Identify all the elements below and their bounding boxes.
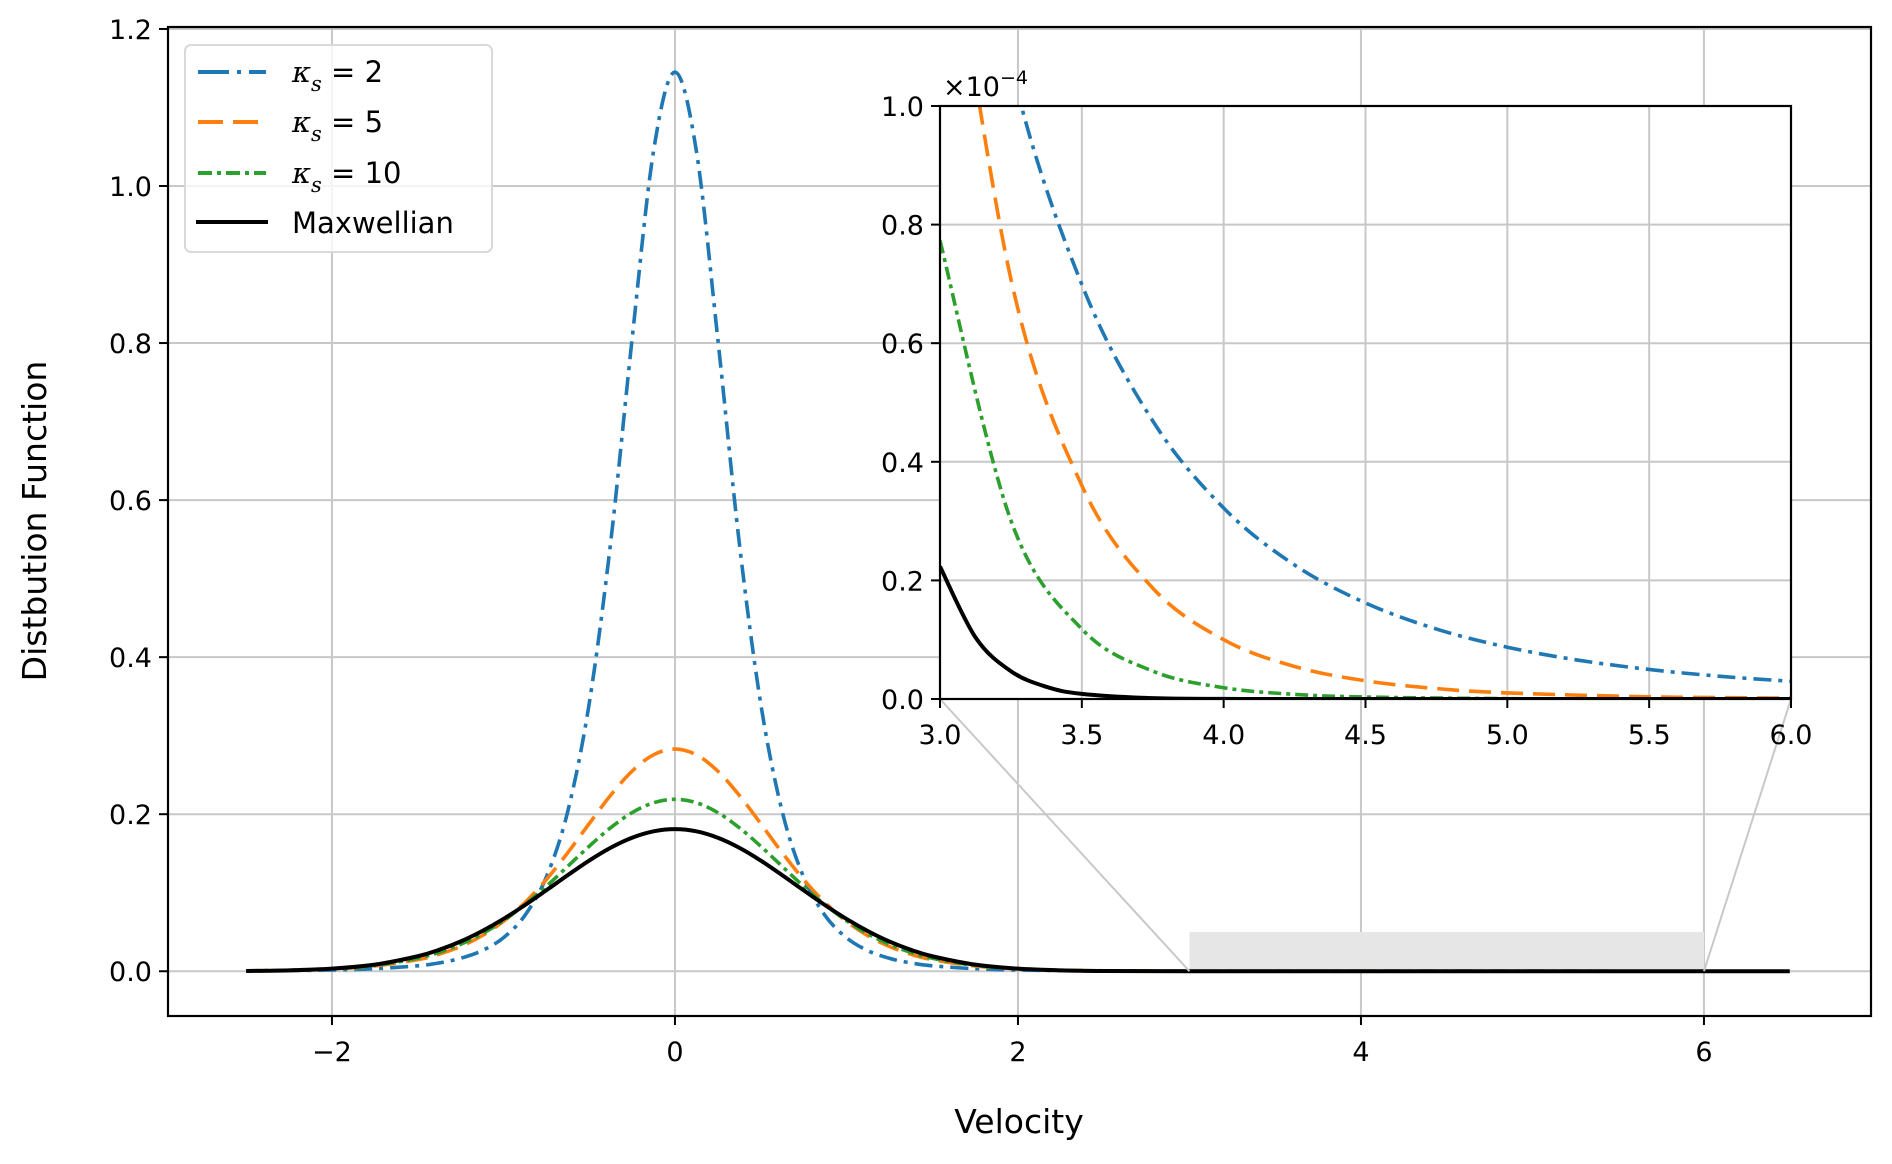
inset-x-tick-label: 4.5 [1344,720,1387,751]
inset-y-tick-label: 0.0 [881,685,924,716]
inset-y-multiplier: ×10−4 [943,67,1028,103]
y-axis-label: Distbution Function [15,361,54,682]
inset-x-tick-label: 3.5 [1060,720,1103,751]
inset-series-line-s-2 [1019,106,1791,684]
x-tick-label: −2 [312,1037,352,1068]
x-tick-label: 4 [1352,1037,1369,1068]
y-tick-label: 0.2 [109,800,152,831]
inset-x-tick-label: 3.0 [919,720,962,751]
inset-y-tick-label: 0.6 [881,329,924,360]
inset-connector-lines [939,698,1792,972]
inset-y-tick-label: 0.2 [881,566,924,597]
main-ticks: −2 0 2 4 6 0.0 0.2 0.4 0.6 0.8 1.0 1.2 [109,15,1713,1068]
y-tick-label: 0.6 [109,486,152,517]
legend-label-kappa-2: κs = 2 [291,55,383,96]
inset-series-line-s-5 [977,106,1791,699]
main-series-group [246,70,1790,974]
inset-y-tick-label: 0.4 [881,448,924,479]
legend-entry-maxwellian: Maxwellian [196,206,454,240]
inset-x-tick-label: 6.0 [1770,720,1813,751]
inset-series-line-s-10 [940,240,1791,699]
y-tick-label: 0.0 [109,957,152,988]
legend-label-kappa-5: κs = 5 [291,105,383,146]
x-tick-label: 6 [1695,1037,1712,1068]
inset-ticks: 3.0 3.5 4.0 4.5 5.0 5.5 6.0 0.0 0.2 0.4 0.6 0.8 1.0 [881,92,1812,751]
inset-x-tick-label: 5.5 [1628,720,1671,751]
inset-x-tick-label: 4.0 [1202,720,1245,751]
legend-entry-kappa-2: κs = 2 [198,55,383,96]
inset-y-tick-label: 0.8 [881,211,924,242]
legend-label-maxwellian: Maxwellian [292,206,454,240]
legend-entry-kappa-5: κs = 5 [198,105,383,146]
y-tick-label: 1.2 [109,15,152,46]
zoom-indicator-box [1189,931,1704,972]
legend: κs = 2 κs = 5 κs = 10 Maxwellian [184,44,493,253]
inset-x-tick-label: 5.0 [1486,720,1529,751]
legend-label-kappa-10: κs = 10 [291,156,401,197]
series-line-maxwellian [246,827,1790,974]
main-axes-frame [166,25,1873,1018]
x-tick-label: 2 [1009,1037,1026,1068]
x-tick-label: 0 [666,1037,683,1068]
y-tick-label: 0.4 [109,643,152,674]
legend-frame [184,44,493,253]
zoom-indicator-group [1189,931,1704,972]
y-tick-label: 0.8 [109,329,152,360]
connector-line-right [1703,698,1792,972]
legend-entry-kappa-10: κs = 10 [198,156,401,197]
y-tick-label: 1.0 [109,172,152,203]
x-axis-label: Velocity [954,1102,1083,1141]
connector-line-left [939,698,1191,972]
inset-y-tick-label: 1.0 [881,92,924,123]
